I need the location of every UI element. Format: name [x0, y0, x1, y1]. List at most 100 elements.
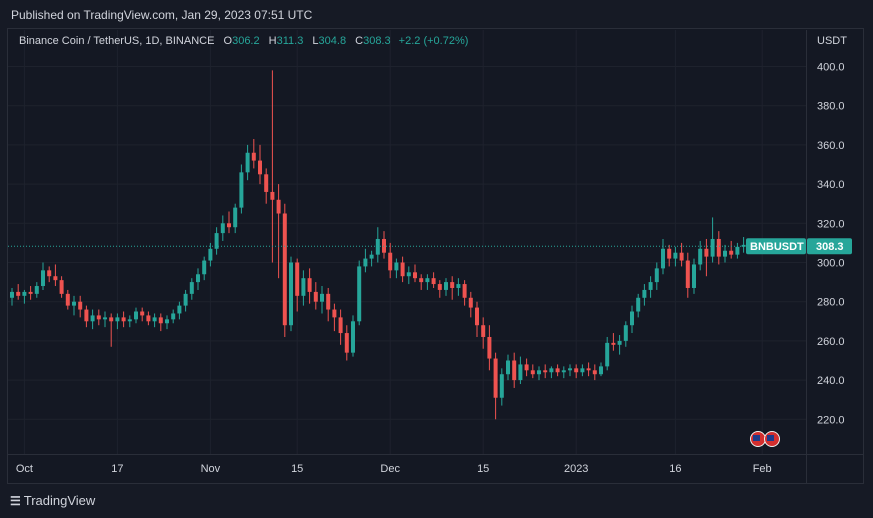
candle-body — [406, 272, 411, 277]
open-value: 306.2 — [232, 35, 260, 47]
price-tick-label: 380.0 — [817, 101, 845, 113]
candle-body — [84, 309, 89, 322]
time-tick-label: 15 — [291, 463, 303, 475]
close-value: 308.3 — [363, 35, 391, 47]
last-price-label[interactable]: BNBUSDT 308.3 — [746, 238, 852, 255]
price-tick-label: 280.0 — [817, 297, 845, 309]
candle-body — [487, 336, 492, 359]
candle-body — [245, 152, 250, 173]
candle-body — [642, 289, 647, 298]
candle-body — [220, 223, 225, 234]
candle-body — [574, 368, 579, 373]
candle-body — [462, 284, 467, 298]
candle-body — [134, 311, 138, 320]
candle-body — [65, 293, 70, 306]
candle-body — [586, 368, 591, 371]
time-tick-label: 2023 — [564, 463, 588, 475]
economic-events[interactable] — [750, 431, 780, 447]
candle-body — [698, 248, 703, 265]
candle-body — [10, 291, 14, 298]
candle-body — [357, 266, 362, 322]
published-caption: Published on TradingView.com, Jan 29, 20… — [11, 8, 313, 22]
candle-body — [394, 262, 399, 271]
candle-body — [444, 282, 448, 290]
time-tick-label: Dec — [380, 463, 400, 475]
candle-body — [115, 317, 120, 322]
candle-body — [611, 342, 616, 345]
price-tick-label: 240.0 — [817, 375, 845, 387]
tradingview-logo[interactable]: ☰ TradingView — [10, 493, 95, 508]
high-value: 311.3 — [276, 35, 304, 47]
candle-body — [152, 317, 157, 322]
candle-body — [648, 282, 653, 290]
time-tick-label: Nov — [201, 463, 221, 475]
chart-legend[interactable]: Binance Coin / TetherUS, 1D, BINANCE O30… — [19, 35, 468, 47]
us-flag-icon[interactable] — [764, 431, 780, 447]
candle-body — [561, 370, 566, 373]
candle-body — [276, 199, 281, 214]
candle-body — [239, 172, 244, 208]
price-tag-text: 308.3 — [816, 241, 844, 253]
change-value: +2.2 (+0.72%) — [398, 35, 469, 47]
candle-body — [189, 282, 194, 294]
candle-body — [196, 274, 200, 283]
symbol-tag — [746, 238, 806, 255]
candle-body — [617, 340, 622, 345]
candle-body — [177, 305, 182, 314]
candle-body — [592, 370, 597, 375]
price-tick-label: 320.0 — [817, 218, 845, 230]
candle-body — [270, 191, 275, 200]
candle-body — [456, 284, 461, 288]
candle-body — [692, 264, 696, 288]
price-axis[interactable]: 400.0 380.0 360.0 340.0 320.0 300.0 280.0 260.0… — [817, 62, 845, 427]
candle-body — [326, 293, 331, 310]
close-label: C — [355, 35, 364, 47]
candle-body — [351, 321, 355, 353]
candle-body — [450, 282, 455, 288]
candles — [10, 70, 758, 420]
time-tick-label: Oct — [16, 463, 33, 475]
candle-body — [549, 368, 554, 373]
candle-body — [227, 223, 231, 228]
currency-label[interactable]: USDT — [817, 35, 847, 47]
price-tick-label: 300.0 — [817, 258, 845, 270]
candle-body — [623, 325, 628, 341]
candle-body — [289, 262, 293, 326]
candle-body — [636, 297, 641, 312]
candle-body — [41, 270, 45, 287]
candle-body — [499, 374, 504, 398]
grid-lines — [8, 30, 864, 483]
candle-body — [127, 319, 132, 322]
candle-body — [202, 260, 207, 275]
candle-body — [295, 262, 300, 296]
candle-body — [518, 364, 523, 381]
chart-frame[interactable] — [7, 28, 864, 484]
candle-body — [47, 270, 52, 277]
low-label: L — [312, 35, 319, 47]
time-tick-label: Feb — [753, 463, 772, 475]
price-tick-label: 340.0 — [817, 179, 845, 191]
candle-body — [512, 360, 517, 381]
candle-body — [103, 317, 107, 320]
candle-body — [685, 260, 690, 288]
candle-body — [53, 276, 58, 281]
candle-body — [555, 368, 560, 373]
candle-body — [481, 325, 486, 337]
time-tick-label: 15 — [477, 463, 489, 475]
candle-body — [419, 278, 424, 283]
time-axis[interactable]: Oct 17 Nov 15 Dec 15 2023 16 Feb — [16, 463, 772, 475]
candle-body — [320, 293, 324, 302]
candle-body — [630, 311, 634, 326]
candle-body — [307, 278, 312, 292]
candle-body — [146, 315, 151, 322]
candle-body — [264, 174, 269, 192]
candle-body — [183, 293, 188, 306]
candle-body — [332, 309, 337, 318]
candle-body — [301, 278, 306, 296]
price-tick-label: 220.0 — [817, 414, 845, 426]
candle-body — [16, 291, 21, 296]
candle-body — [338, 317, 343, 334]
symbol-description: Binance Coin / TetherUS, 1D, BINANCE — [19, 35, 215, 47]
candle-body — [729, 250, 734, 255]
